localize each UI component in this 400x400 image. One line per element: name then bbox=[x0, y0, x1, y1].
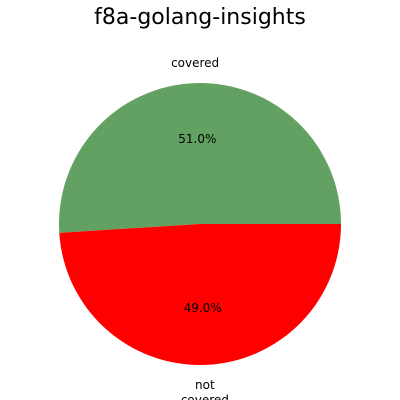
pie-pct-label: 49.0% bbox=[184, 301, 222, 315]
pie-category-label: notcovered bbox=[181, 378, 229, 400]
chart-title: f8a-golang-insights bbox=[94, 5, 306, 30]
pie-slices bbox=[58, 82, 342, 365]
pie-pct-label: 51.0% bbox=[178, 132, 216, 146]
pie-slice-not-covered bbox=[59, 224, 342, 365]
pie-slice-covered bbox=[58, 82, 342, 233]
pie-category-label: covered bbox=[171, 56, 219, 70]
pie-labels: 51.0% covered 49.0% notcovered bbox=[171, 56, 229, 400]
